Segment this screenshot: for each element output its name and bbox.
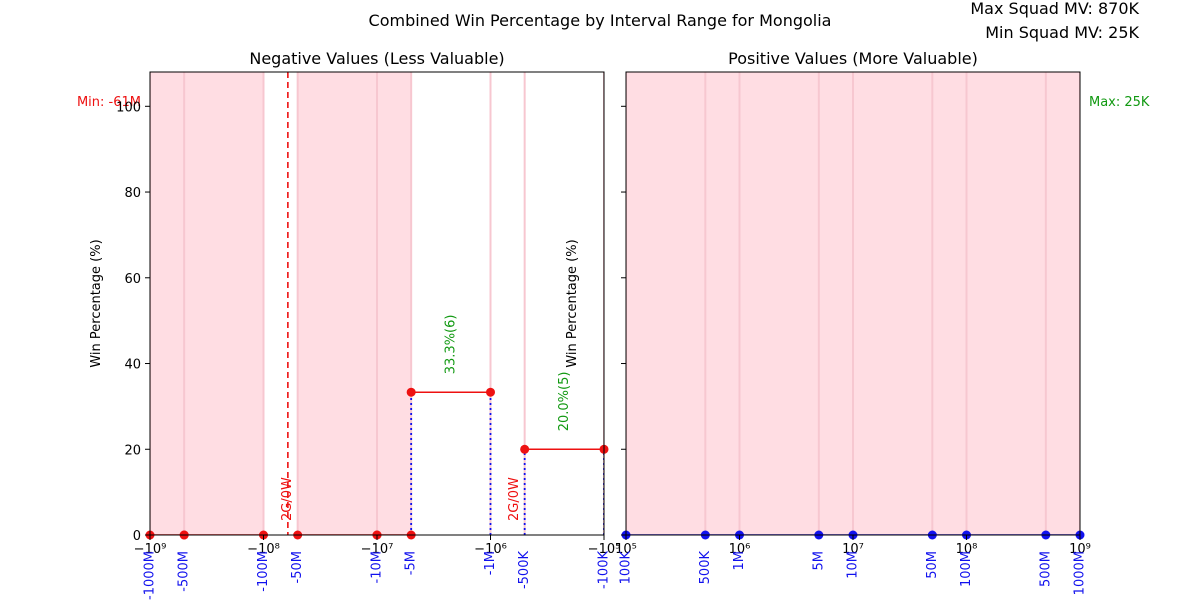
data-point (520, 444, 530, 454)
y-tick-label: 80 (124, 186, 141, 201)
max-squad-mv-label: Max Squad MV: 870K (970, 0, 1139, 18)
boundary-label: -10M (370, 551, 385, 583)
x-tick-label: 10⁵ (615, 542, 637, 557)
y-tick-label: 100 (116, 100, 141, 115)
plot-area (626, 72, 1080, 535)
data-point (486, 387, 495, 397)
shaded-interval (150, 72, 264, 535)
panel-title: Positive Values (More Valuable) (728, 49, 978, 68)
negative-values-panel: Min: -61M 33.3%(6) 20.0%(5) 2G/0W 2G/0W −10⁹ −… (77, 49, 620, 600)
boundary-label: 50M (925, 551, 940, 579)
boundary-label: 5M (811, 551, 826, 571)
x-tick-label: −10⁹ (134, 542, 167, 557)
y-tick-label: 20 (124, 443, 141, 458)
x-tick-label: 10⁶ (729, 542, 751, 557)
x-tick-label: −10⁸ (247, 542, 280, 557)
boundary-label: 10M (846, 551, 861, 579)
boundary-label: -500M (177, 551, 192, 592)
plot-area (150, 72, 604, 535)
y-axis-label: Win Percentage (%) (89, 239, 104, 367)
boundary-label: -5M (404, 551, 419, 575)
boundary-label: 1000M (1073, 551, 1088, 595)
boundary-label: 100K (619, 551, 634, 585)
boundary-label: -1M (483, 551, 498, 575)
min-squad-label: Min: -61M (77, 95, 141, 110)
win-pct-label: 33.3%(6) (443, 315, 458, 375)
games-wins-annotation: 2G/0W (280, 477, 295, 521)
x-tick-label: 10⁸ (956, 542, 978, 557)
games-wins-annotation: 2G/0W (507, 477, 522, 521)
boundary-label: -50M (290, 551, 305, 583)
boundary-label: 100M (959, 551, 974, 587)
x-tick-label: −10⁶ (474, 542, 507, 557)
y-axis-label: Win Percentage (%) (565, 239, 580, 367)
y-tick-label: 60 (124, 272, 141, 287)
x-tick-label: −10⁵ (588, 542, 621, 557)
max-squad-label: Max: 25K (1089, 95, 1150, 110)
boundary-label: 500M (1038, 551, 1053, 587)
x-tick-label: 10⁷ (842, 542, 864, 557)
x-tick-label: −10⁷ (361, 542, 394, 557)
data-point (406, 387, 416, 397)
panel-title: Negative Values (Less Valuable) (249, 49, 504, 68)
figure-title: Combined Win Percentage by Interval Rang… (369, 11, 832, 30)
boundary-label: -100M (256, 551, 271, 592)
boundary-label: 500K (698, 551, 713, 585)
win-pct-label: 20.0%(5) (557, 372, 572, 432)
y-tick-label: 40 (124, 358, 141, 373)
shaded-interval (297, 72, 412, 535)
positive-values-panel: Max: 25K 10⁵ 10⁶ 10⁷ 10⁸ 10⁹ 100K 500K 1M 5M 10M 50… (565, 49, 1150, 595)
boundary-label: 1M (732, 551, 747, 571)
boundary-label: -1000M (143, 551, 158, 600)
boundary-label: -500K (517, 551, 532, 590)
boundary-label: -100K (597, 551, 612, 590)
y-tick-label: 0 (133, 529, 141, 544)
min-squad-mv-label: Min Squad MV: 25K (985, 23, 1139, 42)
x-tick-label: 10⁹ (1069, 542, 1091, 557)
